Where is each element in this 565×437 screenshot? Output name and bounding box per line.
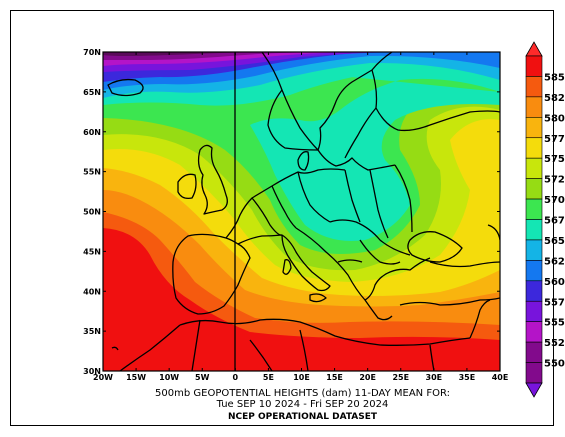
dataset-label: NCEP OPERATIONAL DATASET bbox=[227, 412, 378, 422]
band-below-550 bbox=[103, 52, 290, 56]
lon-tick-label: 5E bbox=[263, 373, 274, 382]
lon-tick-label: 10E bbox=[293, 373, 310, 382]
colorbar-swatch bbox=[525, 341, 543, 363]
lat-tick-label: 30N bbox=[83, 367, 101, 376]
lon-tick-label: 20W bbox=[93, 373, 113, 382]
lon-tick-label: 30E bbox=[426, 373, 443, 382]
colorbar-swatch bbox=[525, 239, 543, 261]
colorbar-bottom-arrow bbox=[525, 382, 543, 398]
lon-tick-label: 0 bbox=[233, 373, 239, 382]
lon-tick-label: 40E bbox=[492, 373, 509, 382]
coastlines-and-borders bbox=[107, 52, 500, 371]
colorbar-swatch bbox=[525, 137, 543, 159]
colorbar-swatch bbox=[525, 198, 543, 220]
colorbar-swatch bbox=[525, 219, 543, 241]
colorbar-label: 557.5 bbox=[544, 297, 565, 308]
figure-caption: 500mb GEOPOTENTIAL HEIGHTS (dam) 11-DAY … bbox=[105, 388, 500, 410]
lat-tick-label: 55N bbox=[83, 168, 101, 177]
colorbar-swatch bbox=[525, 300, 543, 322]
colorbar-label: 580 bbox=[544, 113, 565, 124]
lat-tick-label: 65N bbox=[83, 88, 101, 97]
lon-tick-label: 35E bbox=[459, 373, 476, 382]
title-line-2: Tue SEP 10 2024 - Fri SEP 20 2024 bbox=[216, 399, 389, 410]
colorbar-swatch bbox=[525, 362, 543, 384]
lat-tick-label: 45N bbox=[83, 247, 101, 256]
lat-tick-label: 40N bbox=[83, 287, 101, 296]
band-565 bbox=[103, 52, 500, 241]
axis-ticks bbox=[102, 51, 501, 372]
colorbar-label: 585 bbox=[544, 72, 565, 83]
colorbar-label: 562.5 bbox=[544, 256, 565, 267]
colorbar-label: 567.5 bbox=[544, 216, 565, 227]
colorbar-label: 575 bbox=[544, 154, 565, 165]
colorbar: 585 582.5 580 577.5 575 572.5 570 567.5 565 562.5… bbox=[525, 41, 565, 398]
colorbar-swatch bbox=[525, 321, 543, 343]
title-line-1: 500mb GEOPOTENTIAL HEIGHTS (dam) 11-DAY … bbox=[155, 388, 450, 399]
lon-tick-label: 20E bbox=[359, 373, 376, 382]
height-contour-bands bbox=[103, 52, 500, 371]
colorbar-label: 555 bbox=[544, 318, 565, 329]
colorbar-label: 577.5 bbox=[544, 134, 565, 145]
lon-tick-label: 5W bbox=[195, 373, 210, 382]
colorbar-swatch bbox=[525, 260, 543, 282]
lat-tick-label: 70N bbox=[83, 48, 101, 57]
colorbar-swatch bbox=[525, 117, 543, 139]
colorbar-label: 552.5 bbox=[544, 338, 565, 349]
colorbar-label: 560 bbox=[544, 277, 565, 288]
colorbar-swatch bbox=[525, 178, 543, 200]
colorbar-swatch bbox=[525, 55, 543, 77]
lon-tick-label: 25E bbox=[392, 373, 409, 382]
colorbar-swatch bbox=[525, 96, 543, 118]
colorbar-label: 582.5 bbox=[544, 93, 565, 104]
colorbar-swatch bbox=[525, 76, 543, 98]
colorbar-label: 565 bbox=[544, 236, 565, 247]
latitude-labels: 70N 65N 60N 55N 50N 45N 40N 35N 30N bbox=[83, 48, 101, 376]
colorbar-swatch bbox=[525, 280, 543, 302]
lon-tick-label: 10W bbox=[159, 373, 179, 382]
colorbar-label: 550 bbox=[544, 359, 565, 370]
lat-tick-label: 50N bbox=[83, 208, 101, 217]
colorbar-label: 570 bbox=[544, 195, 565, 206]
colorbar-swatch bbox=[525, 157, 543, 179]
colorbar-label: 572.5 bbox=[544, 175, 565, 186]
lon-tick-label: 15W bbox=[126, 373, 146, 382]
longitude-labels: 20W 15W 10W 5W 0 5E 10E 15E 20E 25E 30E 35E 40E bbox=[93, 373, 508, 382]
lat-tick-label: 60N bbox=[83, 128, 101, 137]
lon-tick-label: 15E bbox=[326, 373, 343, 382]
lat-tick-label: 35N bbox=[83, 327, 101, 336]
colorbar-top-arrow bbox=[525, 41, 543, 57]
